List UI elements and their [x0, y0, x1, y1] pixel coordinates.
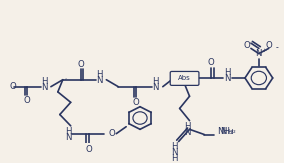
Text: O: O: [133, 98, 139, 107]
Text: H: H: [96, 70, 103, 79]
Text: H: H: [184, 122, 191, 131]
Text: N: N: [184, 128, 191, 137]
Text: +: +: [261, 48, 267, 53]
Text: ₂: ₂: [233, 129, 236, 134]
Text: H: H: [41, 77, 47, 86]
Text: O: O: [244, 41, 250, 50]
Text: N: N: [66, 133, 72, 142]
Text: O: O: [24, 96, 30, 105]
Text: Abs: Abs: [178, 75, 191, 81]
Text: N: N: [172, 148, 178, 157]
Text: ,: ,: [65, 74, 67, 80]
Text: O: O: [9, 82, 16, 91]
Text: N: N: [153, 83, 159, 92]
Text: N: N: [224, 74, 230, 83]
Text: H: H: [66, 126, 72, 136]
Text: O: O: [208, 58, 215, 67]
Text: N: N: [41, 83, 47, 92]
Text: H: H: [153, 77, 159, 86]
Text: H: H: [227, 129, 233, 135]
Text: N: N: [220, 127, 227, 136]
Text: O: O: [77, 59, 84, 69]
Text: H: H: [224, 68, 230, 77]
Text: H: H: [172, 154, 178, 163]
Text: NH₂: NH₂: [217, 127, 234, 136]
Text: N: N: [96, 76, 103, 85]
FancyBboxPatch shape: [170, 71, 199, 85]
Text: -: -: [275, 43, 278, 52]
Text: H: H: [172, 142, 178, 151]
Text: N: N: [256, 49, 262, 58]
Text: O: O: [108, 129, 115, 138]
Text: O: O: [85, 145, 92, 154]
Text: O: O: [265, 41, 272, 50]
